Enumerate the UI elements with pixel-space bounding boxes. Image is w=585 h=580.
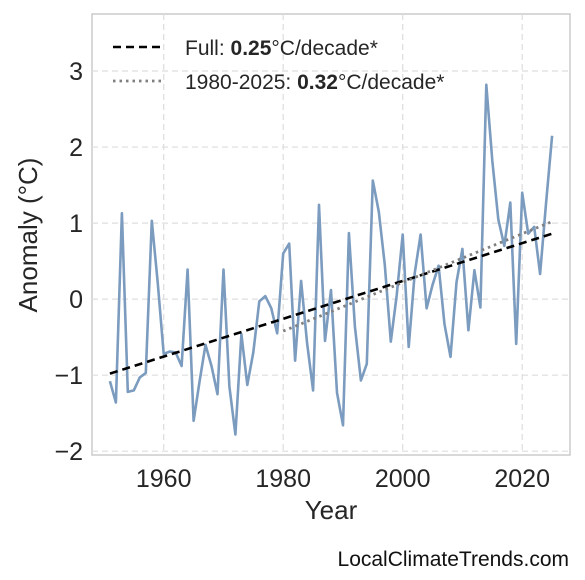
y-tick-label: 1	[69, 210, 83, 238]
y-tick-label: −1	[54, 362, 83, 390]
x-tick-label: 2020	[494, 465, 550, 493]
legend-entry-full: Full: 0.25°C/decade*	[185, 37, 378, 60]
x-tick-label: 1980	[255, 465, 311, 493]
legend-recent-name: 1980-2025:	[185, 71, 291, 94]
y-tick-label: 3	[69, 58, 83, 86]
y-axis-label: Anomaly (°C)	[13, 158, 43, 313]
tick-labels: 1960 1980 2000 2020 −2 −1 0 1 2 3	[54, 58, 550, 493]
series-lines	[108, 83, 554, 436]
legend-recent-unit: °C/decade*	[338, 71, 444, 94]
y-tick-label: 0	[69, 286, 83, 314]
legend-recent-rate: 0.32	[297, 71, 338, 94]
legend-full-unit: °C/decade*	[271, 37, 377, 60]
plot-area	[91, 13, 571, 456]
legend-full-name: Full:	[185, 37, 225, 60]
x-tick-label: 1960	[136, 465, 192, 493]
y-tick-label: −2	[54, 438, 83, 466]
x-axis-label: Year	[305, 495, 358, 525]
legend-full-rate: 0.25	[231, 37, 272, 60]
legend-entry-recent: 1980-2025: 0.32°C/decade*	[185, 71, 444, 94]
y-tick-label: 2	[69, 134, 83, 162]
x-tick-label: 2000	[375, 465, 431, 493]
anomaly-series-line	[108, 83, 554, 436]
trend-line-recent	[282, 220, 553, 333]
source-credit: LocalClimateTrends.com	[337, 548, 569, 571]
legend: Full: 0.25°C/decade* 1980-2025: 0.32°C/d…	[113, 37, 444, 94]
